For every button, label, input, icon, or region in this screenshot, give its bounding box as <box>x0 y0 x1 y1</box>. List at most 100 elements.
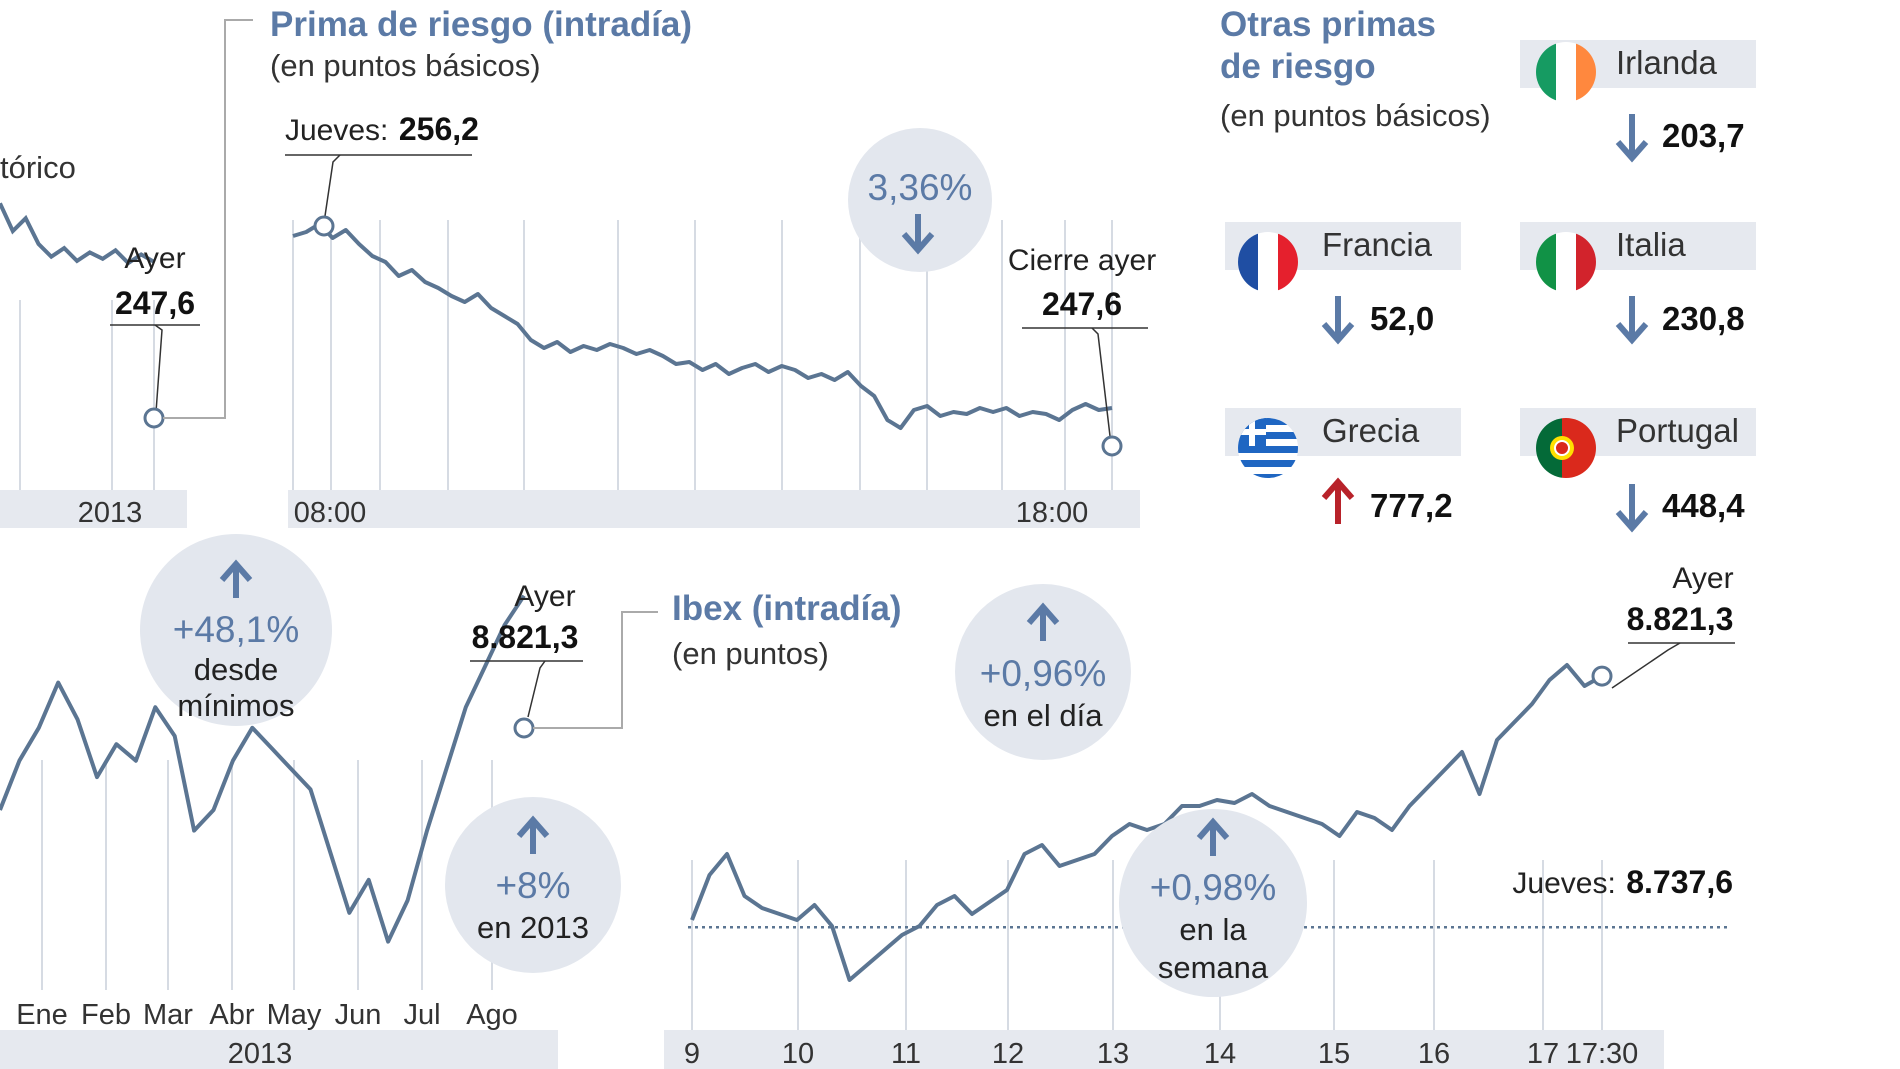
prima-jueves-value: 256,2 <box>399 111 479 147</box>
country-portugal: Portugal 448,4 <box>1520 408 1756 533</box>
prima-cierre-value: 247,6 <box>1042 286 1122 322</box>
italy-flag-icon <box>1536 232 1596 292</box>
arrow-down-icon <box>1615 484 1649 533</box>
ibex-2013-bubble-value: +8% <box>495 865 570 906</box>
hour-tick-label: 12 <box>992 1038 1024 1069</box>
ibex-intradia-ayer-marker <box>1591 665 1613 687</box>
prima-intradia-gridlines <box>292 220 1113 490</box>
prima-intradia-tick-start: 08:00 <box>294 497 367 529</box>
ibex-intradia-series-line <box>690 663 1603 982</box>
country-value: 448,4 <box>1662 487 1745 524</box>
country-name: Italia <box>1616 226 1686 263</box>
otras-primas-panel: Otras primas de riesgo (en puntos básico… <box>1220 5 1756 533</box>
otras-primas-subtitle: (en puntos básicos) <box>1220 98 1491 133</box>
portugal-flag-icon <box>1536 418 1596 478</box>
country-name: Irlanda <box>1616 44 1718 81</box>
month-tick-label: Jun <box>335 999 382 1031</box>
prima-intradia-axis-band <box>288 490 1140 528</box>
hour-tick-label: 14 <box>1204 1038 1236 1069</box>
month-tick-label: Mar <box>143 999 193 1031</box>
prima-cierre-leader <box>1091 327 1111 437</box>
country-name: Francia <box>1322 226 1433 263</box>
hour-tick-label: 16 <box>1418 1038 1450 1069</box>
historico-gridlines <box>19 300 155 490</box>
hour-tick-label: 11 <box>891 1038 921 1069</box>
prima-jueves-annotation: Jueves: 256,2 <box>285 111 479 147</box>
prima-intradia-tick-end: 18:00 <box>1016 497 1089 529</box>
arrow-down-icon <box>1615 114 1649 163</box>
france-flag-icon <box>1238 232 1298 292</box>
ibex-minimos-bubble <box>140 534 332 726</box>
prima-change-value: 3,36% <box>868 167 973 208</box>
country-italia: Italia 230,8 <box>1520 222 1756 345</box>
historico-ayer-leader <box>154 324 163 413</box>
historico-label: tórico <box>0 150 76 185</box>
ibex-dia-value: +0,96% <box>980 653 1107 694</box>
ibex-2013-bubble-text: en 2013 <box>477 910 589 945</box>
prima-cierre-label: Cierre ayer <box>1008 244 1156 277</box>
ibex-2013-ayer-marker <box>513 717 535 739</box>
arrow-up-icon <box>219 559 253 598</box>
country-name: Portugal <box>1616 412 1739 449</box>
ibex-2013-axis-band <box>0 1030 558 1069</box>
historico-year-label: 2013 <box>78 497 143 529</box>
ibex-dia-bubble <box>955 584 1131 760</box>
prima-intradia-series-line <box>292 222 1113 430</box>
ibex-jueves-annotation: Jueves: 8.737,6 <box>1512 864 1733 900</box>
ibex-semana-bubble <box>1119 809 1307 997</box>
ibex-semana-text-1: en la <box>1179 912 1247 947</box>
historico-axis-band <box>0 490 187 528</box>
ibex-2013-month-ticks: Ene Feb Mar Abr May Jun Jul Ago <box>16 999 518 1031</box>
ibex-2013-gridlines <box>41 760 493 990</box>
country-name: Grecia <box>1322 412 1420 449</box>
ibex-intradia-hour-ticks: 9 10 11 12 13 14 15 16 17 17:30 <box>684 1038 1638 1069</box>
country-grecia: Grecia 777,2 <box>1225 408 1461 524</box>
arrow-up-icon <box>516 815 550 854</box>
hour-tick-label: 15 <box>1318 1038 1350 1069</box>
ibex-2013-ayer-leader <box>527 660 546 718</box>
arrow-up-icon <box>1196 817 1230 856</box>
ibex-2013-panel: 2013 Ene Feb Mar Abr May Jun Jul Ago Ayer 8.821… <box>0 534 658 1069</box>
month-tick-label: Feb <box>81 999 131 1031</box>
prima-intradia-subtitle: (en puntos básicos) <box>270 48 541 83</box>
arrow-down-icon <box>1321 296 1355 345</box>
ibex-2013-connector <box>533 611 658 729</box>
country-irlanda: Irlanda 203,7 <box>1520 40 1756 163</box>
prima-historico-panel: tórico 2013 Ayer 247,6 <box>0 19 253 529</box>
ireland-flag-icon <box>1536 42 1596 102</box>
ibex-intradia-ayer-value: 8.821,3 <box>1627 601 1734 637</box>
historico-ayer-value: 247,6 <box>115 285 195 321</box>
country-value: 52,0 <box>1370 300 1434 337</box>
prima-cierre-marker <box>1101 435 1123 457</box>
ibex-minimos-text-2: mínimos <box>177 688 294 723</box>
ibex-2013-bubble <box>445 797 621 973</box>
ibex-minimos-text-1: desde <box>194 652 278 687</box>
prima-jueves-marker <box>313 215 335 237</box>
hour-tick-label: 10 <box>782 1038 814 1069</box>
month-tick-label: Ene <box>16 999 68 1031</box>
ibex-intradia-panel: Ibex (intradía) (en puntos) 9 10 11 12 13 14 1… <box>664 562 1735 1069</box>
hour-tick-label: 9 <box>684 1038 700 1069</box>
month-tick-label: Abr <box>209 999 254 1031</box>
prima-intradia-title: Prima de riesgo (intradía) <box>270 5 692 44</box>
ibex-jueves-label: Jueves: <box>1512 867 1615 900</box>
arrow-down-icon <box>1615 296 1649 345</box>
country-value: 203,7 <box>1662 117 1745 154</box>
month-tick-label: May <box>267 999 322 1031</box>
ibex-intradia-axis-band <box>664 1030 1664 1069</box>
arrow-down-icon <box>901 214 935 255</box>
month-tick-label: Ago <box>466 999 518 1031</box>
ibex-intradia-ayer-leader <box>1611 642 1681 689</box>
country-value: 777,2 <box>1370 487 1453 524</box>
otras-primas-title-1: Otras primas <box>1220 5 1436 44</box>
ibex-minimos-value: +48,1% <box>173 609 300 650</box>
hour-tick-label: 17 <box>1527 1038 1559 1069</box>
ibex-intradia-title: Ibex (intradía) <box>672 589 901 628</box>
prima-change-bubble <box>848 128 992 272</box>
prima-jueves-label: Jueves: <box>285 114 388 147</box>
historico-series-line <box>0 202 155 266</box>
prima-intradia-panel: Prima de riesgo (intradía) (en puntos bá… <box>270 5 1156 529</box>
hour-tick-label: 17:30 <box>1566 1038 1639 1069</box>
hour-tick-label: 13 <box>1097 1038 1129 1069</box>
